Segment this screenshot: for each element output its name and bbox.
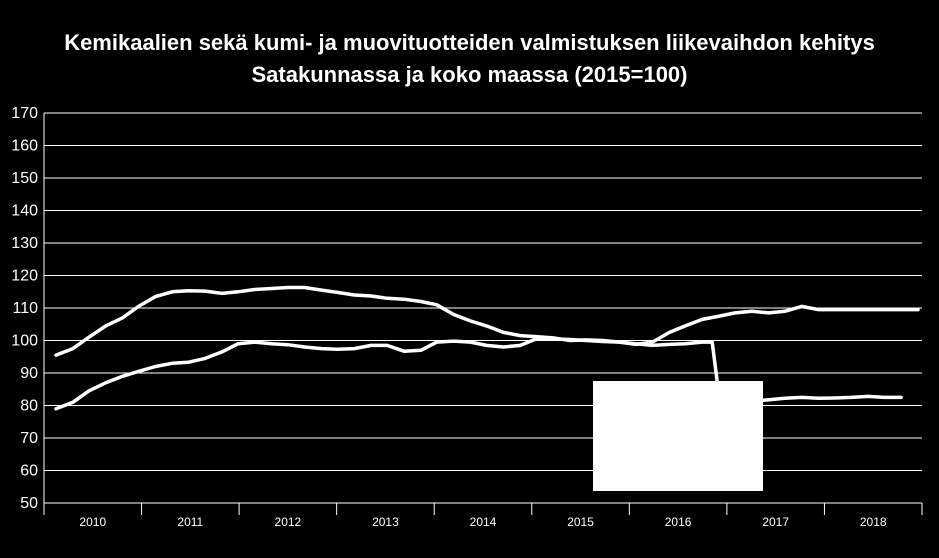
cover-box <box>593 381 763 491</box>
y-tick-label: 90 <box>20 365 38 382</box>
y-tick-label: 50 <box>20 495 38 512</box>
x-tick-label: 2017 <box>762 515 789 529</box>
x-tick-label: 2010 <box>79 515 106 529</box>
chart-subtitle: Satakunnassa ja koko maassa (2015=100) <box>251 62 688 87</box>
series-1-line <box>54 285 920 357</box>
y-tick-label: 130 <box>11 235 38 252</box>
y-tick-label: 150 <box>11 170 38 187</box>
y-tick-label: 70 <box>20 430 38 447</box>
x-tick-label: 2018 <box>860 515 887 529</box>
x-tick-label: 2011 <box>177 515 203 529</box>
x-tick-label: 2015 <box>567 515 594 529</box>
y-tick-label: 120 <box>11 268 38 285</box>
y-tick-label: 100 <box>11 333 38 350</box>
series-2-line <box>54 337 903 411</box>
y-tick-label: 170 <box>11 105 38 122</box>
y-tick-label: 110 <box>12 300 38 317</box>
x-tick-label: 2016 <box>665 515 692 529</box>
x-tick-label: 2014 <box>470 515 497 529</box>
x-tick-label: 2012 <box>275 515 302 529</box>
y-tick-label: 60 <box>20 463 38 480</box>
y-tick-label: 80 <box>20 398 38 415</box>
chart-title: Kemikaalien sekä kumi- ja muovituotteide… <box>64 30 875 55</box>
x-tick-label: 2013 <box>372 515 399 529</box>
y-tick-label: 140 <box>11 203 38 220</box>
y-tick-label: 160 <box>11 138 38 155</box>
